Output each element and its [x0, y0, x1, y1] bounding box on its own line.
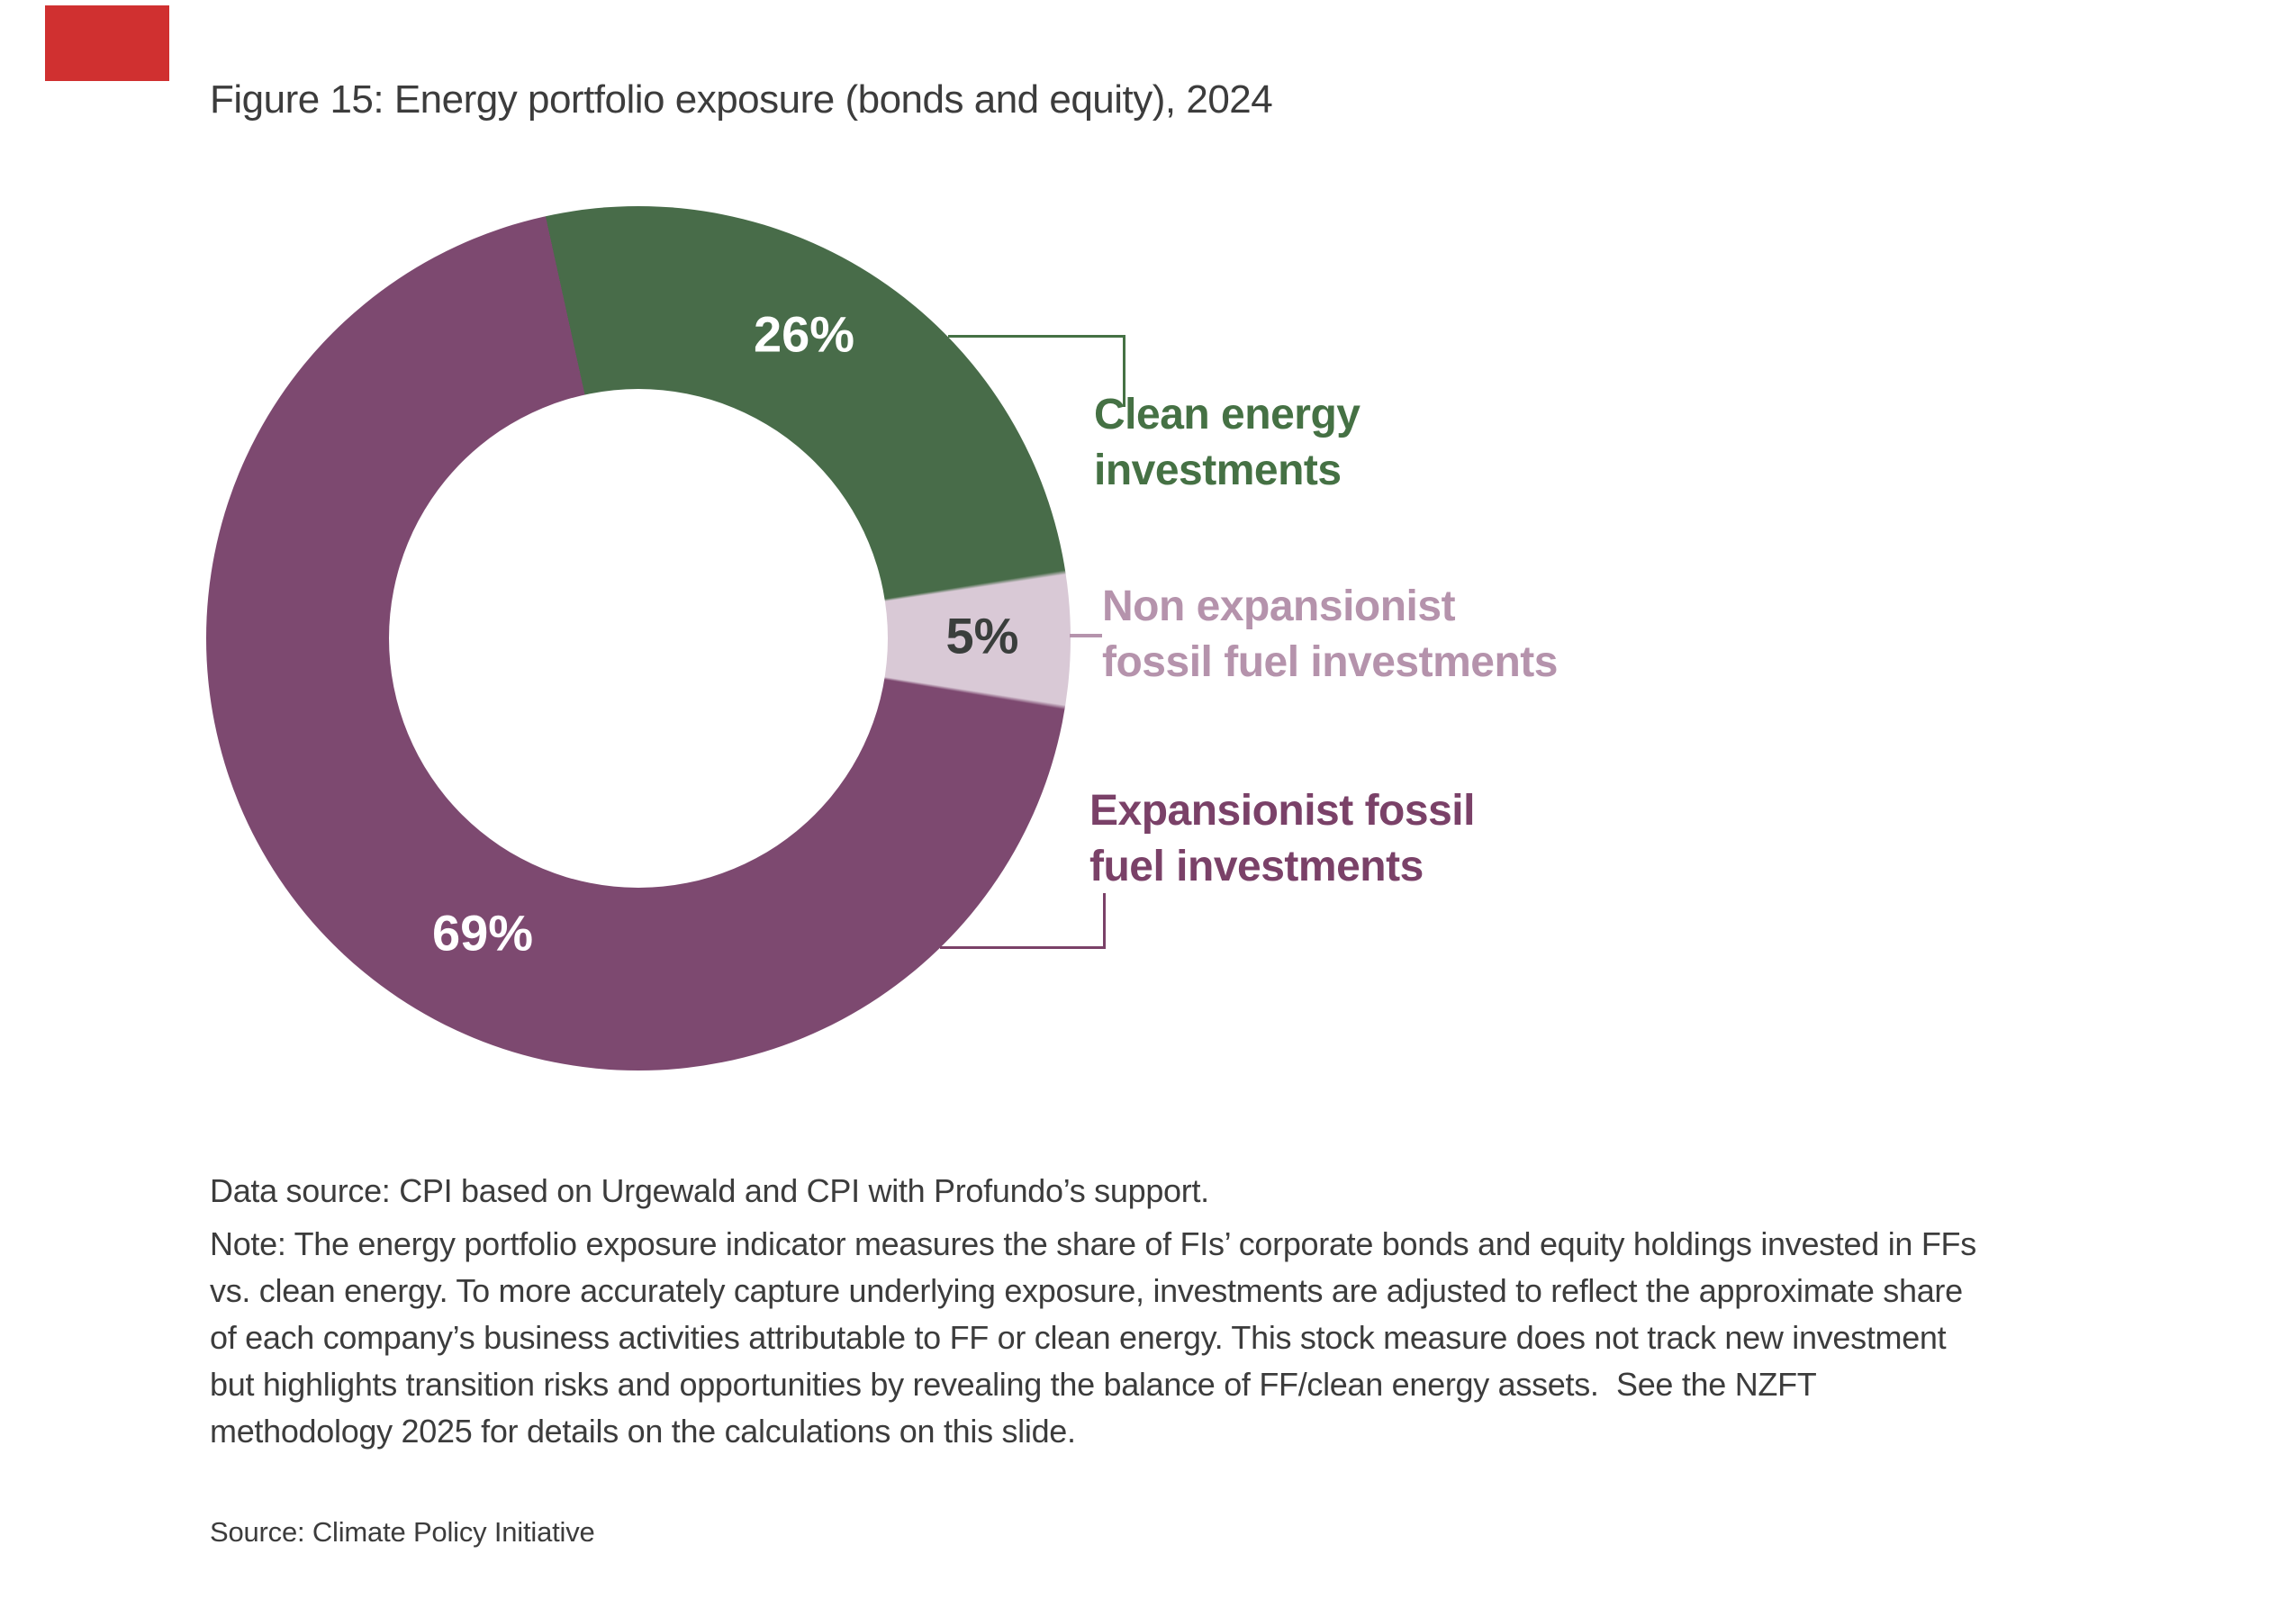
note-paragraph: Note: The energy portfolio exposure indi…	[210, 1221, 1976, 1455]
note-line: but highlights transition risks and oppo…	[210, 1366, 1817, 1403]
data-source-line: Data source: CPI based on Urgewald and C…	[210, 1172, 1209, 1209]
note-line: methodology 2025 for details on the calc…	[210, 1413, 1076, 1450]
data-label-expansionist-pct: 69%	[431, 904, 534, 962]
figure-title: Figure 15: Energy portfolio exposure (bo…	[210, 77, 1273, 122]
callout-line-non-expansionist-dash	[1070, 634, 1102, 637]
legend-label-expansionist: Expansionist fossil fuel investments	[1089, 787, 1475, 890]
note-line: vs. clean energy. To more accurately cap…	[210, 1272, 1963, 1309]
red-accent-mark	[45, 5, 169, 81]
donut-chart-hole	[389, 389, 888, 888]
callout-line-expansionist-horizontal	[940, 946, 1106, 949]
legend-label-non-expansionist: Non expansionist fossil fuel investments	[1102, 583, 1558, 686]
callout-line-clean-energy-horizontal	[948, 335, 1125, 338]
callout-line-clean-energy-vertical	[1123, 335, 1125, 407]
data-label-clean-energy-pct: 26%	[753, 305, 855, 363]
note-line: Note: The energy portfolio exposure indi…	[210, 1225, 1976, 1262]
data-label-non-expansionist-pct: 5%	[945, 607, 1019, 664]
source-line: Source: Climate Policy Initiative	[210, 1516, 595, 1548]
callout-line-expansionist-vertical	[1103, 893, 1106, 949]
note-line: of each company’s business activities at…	[210, 1319, 1947, 1356]
legend-label-clean-energy: Clean energy investments	[1094, 391, 1360, 494]
